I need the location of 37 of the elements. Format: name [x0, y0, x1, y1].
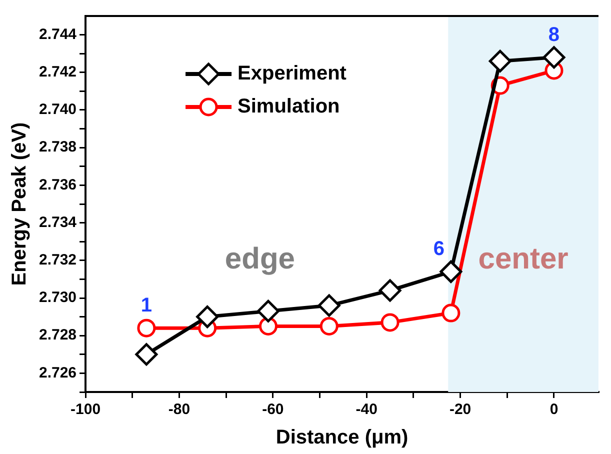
point	[542, 46, 566, 69]
point	[135, 343, 158, 366]
annotation: 8	[548, 24, 560, 46]
point	[196, 306, 219, 328]
legend-label: Experiment	[238, 62, 347, 85]
annotation: 1	[140, 294, 152, 317]
y-tick-label: 2.730	[38, 289, 77, 306]
x-tick-label: -60	[262, 401, 284, 418]
x-tick-label: -80	[168, 401, 190, 418]
band-label: center	[478, 242, 569, 276]
annotation: edge	[224, 242, 295, 276]
point	[137, 318, 156, 338]
y-tick-label: 2.734	[38, 214, 78, 231]
y-tick-label: 2.738	[38, 138, 77, 156]
point	[320, 316, 338, 336]
point	[440, 260, 462, 283]
point	[488, 50, 512, 72]
y-tick-label: 2.742	[38, 64, 77, 81]
y-tick-label: 2.726	[38, 364, 77, 382]
x-tick-label: -20	[449, 401, 472, 418]
legend-label: Simulation	[238, 96, 340, 118]
y-tick-label: 2.728	[38, 326, 77, 344]
point	[380, 313, 400, 332]
y-axis-title: Energy Peak (eV)	[8, 122, 31, 286]
y-tick-label: 2.736	[38, 176, 77, 194]
x-tick-label: 0	[550, 401, 558, 418]
x-axis-title: Distance (μm)	[276, 426, 408, 449]
point	[378, 279, 402, 302]
y-tick-label: 2.744	[38, 26, 78, 43]
point	[256, 300, 280, 322]
x-tick-label: -100	[70, 401, 101, 418]
point	[442, 304, 460, 322]
y-tick-label: 2.740	[38, 101, 77, 118]
y-tick-label: 2.732	[38, 252, 77, 269]
annotation: 6	[433, 238, 444, 260]
x-tick-label: -40	[356, 401, 378, 418]
point	[318, 294, 340, 317]
